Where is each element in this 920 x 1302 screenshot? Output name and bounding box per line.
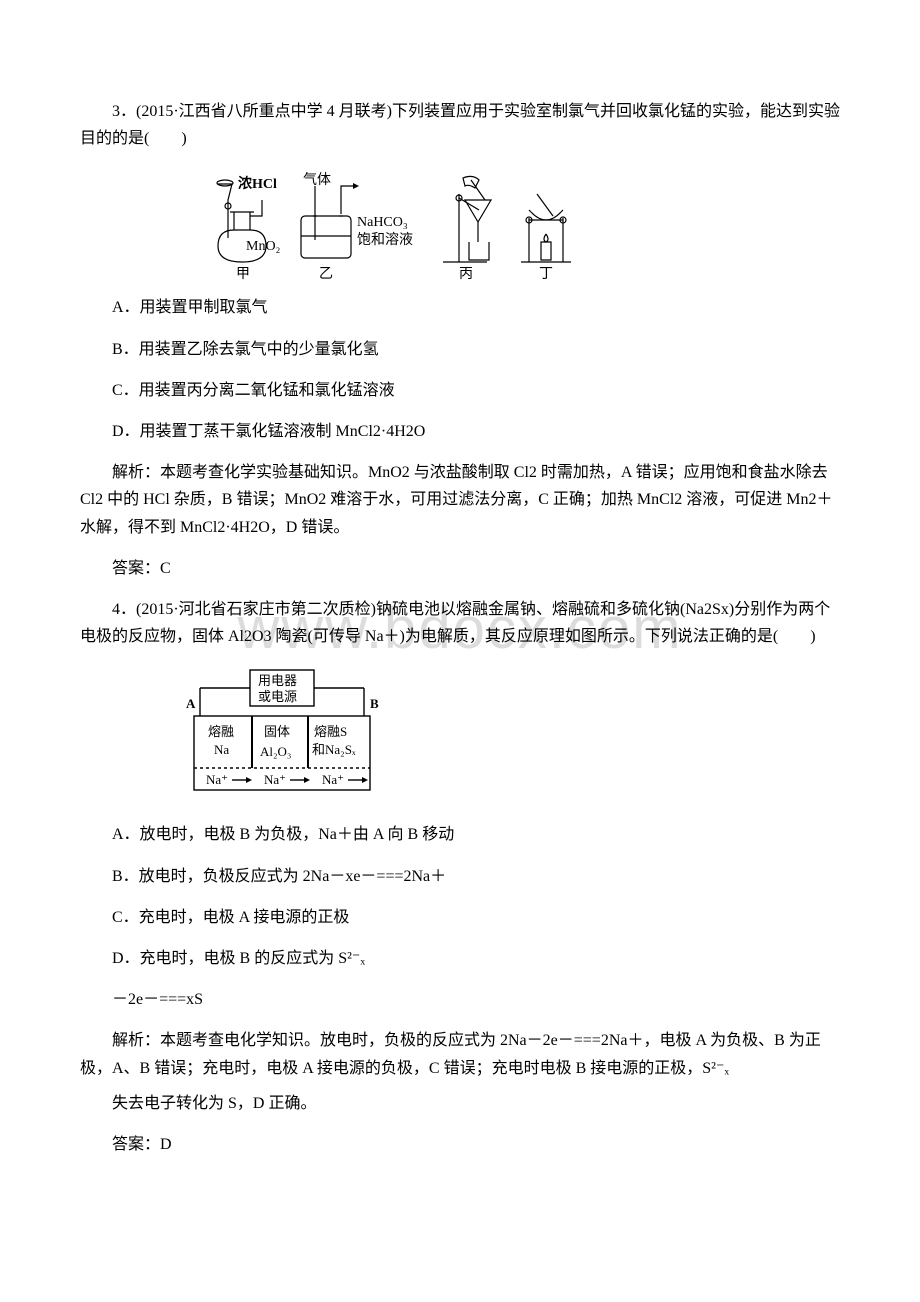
q4-option-b: B．放电时，负极反应式为 2Na－xe－===2Na＋ — [80, 863, 840, 890]
q3-figure: 浓HCl MnO₂ 甲 气体 NaHCO₃ — [80, 170, 840, 280]
svg-text:气体: 气体 — [303, 172, 331, 188]
q4-explanation-2: 失去电子转化为 S，D 正确。 — [80, 1090, 840, 1117]
svg-text:Na⁺: Na⁺ — [264, 772, 286, 787]
svg-text:NaHCO₃: NaHCO₃ — [357, 215, 408, 230]
q4-option-d2: －2e－===xS — [80, 986, 840, 1013]
svg-text:Na⁺: Na⁺ — [322, 772, 344, 787]
svg-text:丙: 丙 — [459, 267, 473, 280]
svg-text:熔融S: 熔融S — [314, 724, 347, 739]
svg-text:或电源: 或电源 — [258, 689, 297, 704]
q3-answer: 答案：C — [80, 555, 840, 582]
q3-option-a: A．用装置甲制取氯气 — [80, 294, 840, 321]
q4-option-a: A．放电时，电极 B 为负极，Na＋由 A 向 B 移动 — [80, 821, 840, 848]
svg-text:固体: 固体 — [264, 724, 290, 739]
svg-text:浓HCl: 浓HCl — [238, 175, 277, 192]
svg-text:MnO₂: MnO₂ — [246, 239, 281, 254]
q4-answer: 答案：D — [80, 1131, 840, 1158]
svg-text:和Na₂Sₓ: 和Na₂Sₓ — [312, 742, 356, 757]
document-content: 3．(2015·江西省八所重点中学 4 月联考)下列装置应用于实验室制氯气并回收… — [80, 98, 840, 1158]
svg-text:乙: 乙 — [319, 266, 333, 280]
q3-option-c: C．用装置丙分离二氧化锰和氯化锰溶液 — [80, 377, 840, 404]
q3-stem: 3．(2015·江西省八所重点中学 4 月联考)下列装置应用于实验室制氯气并回收… — [80, 98, 840, 152]
q3-option-d: D．用装置丁蒸干氯化锰溶液制 MnCl2·4H2O — [80, 418, 840, 445]
q4-option-d1: D．充电时，电极 B 的反应式为 S²⁻ₓ — [80, 945, 840, 972]
svg-text:饱和溶液: 饱和溶液 — [357, 232, 413, 248]
q3-option-b: B．用装置乙除去氯气中的少量氯化氢 — [80, 336, 840, 363]
svg-text:Al₂O₃: Al₂O₃ — [260, 744, 291, 759]
q4-explanation: 解析：本题考查电化学知识。放电时，负极的反应式为 2Na－2e－===2Na＋，… — [80, 1027, 840, 1081]
svg-text:B: B — [370, 696, 379, 711]
svg-text:丁: 丁 — [539, 267, 553, 280]
q3-explanation: 解析：本题考查化学实验基础知识。MnO2 与浓盐酸制取 Cl2 时需加热，A 错… — [80, 459, 840, 541]
svg-text:A: A — [186, 696, 196, 711]
q4-option-c: C．充电时，电极 A 接电源的正极 — [80, 904, 840, 931]
svg-text:用电器: 用电器 — [258, 673, 297, 688]
q4-stem: 4．(2015·河北省石家庄市第二次质检)钠硫电池以熔融金属钠、熔融硫和多硫化钠… — [80, 596, 840, 650]
svg-text:甲: 甲 — [236, 267, 250, 280]
svg-text:Na: Na — [214, 742, 229, 757]
q4-figure: 用电器 或电源 A B 熔融 — [80, 666, 840, 805]
svg-text:熔融: 熔融 — [208, 724, 234, 739]
svg-text:Na⁺: Na⁺ — [206, 772, 228, 787]
